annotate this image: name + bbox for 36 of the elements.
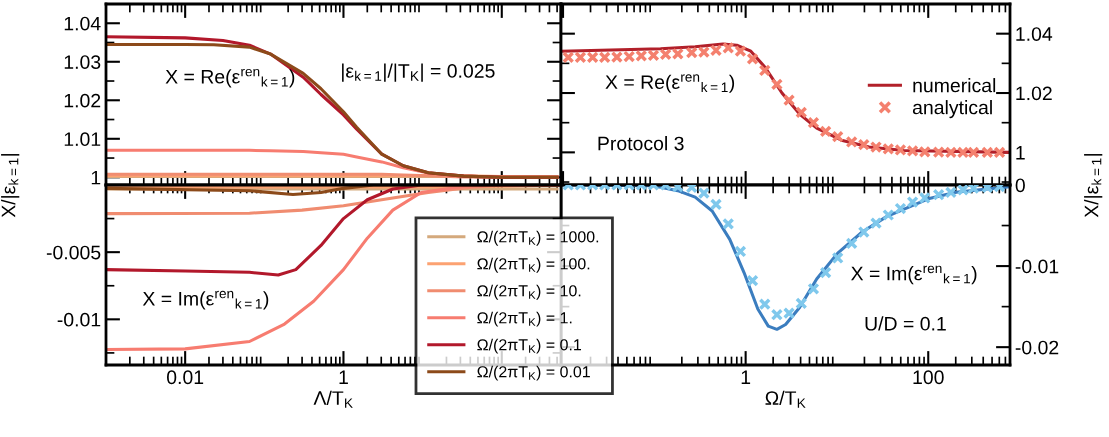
y-tick-label: -0.005	[46, 245, 101, 260]
annotation: X = Im(ε$^{ren}$$_{k=1}$)	[851, 265, 977, 285]
y-tick-label: 1.01	[64, 132, 101, 147]
x-tick-label: 100	[913, 370, 944, 385]
x-tick-label: 1	[339, 370, 348, 384]
annotation: Protocol 3	[598, 136, 684, 151]
annotation: X = Im(ε$^{ren}$$_{k=1}$)	[142, 290, 269, 310]
y-tick-label: 0	[1015, 178, 1025, 193]
x-tick-label: 1	[741, 370, 751, 384]
y-tick-label: -0.01	[1015, 259, 1059, 274]
y-tick-label: 1.03	[64, 55, 101, 69]
legend-label: analytical	[912, 100, 992, 119]
annotation: U/D = 0.1	[865, 316, 946, 331]
y-tick-label: 1.04	[64, 16, 101, 31]
annotation: X = Re(ε$^{ren}$$_{k=1}$)	[605, 74, 735, 93]
y-axis-title: X/|ε$_{k=1}$|	[1084, 154, 1103, 218]
y-tick-label: 1	[91, 170, 101, 185]
legend-label: Ω/(2πT$_{K}$) = 100.	[477, 257, 590, 273]
y-tick-label: 1.02	[1016, 86, 1052, 101]
x-axis-title: Λ/T$_{K}$	[313, 390, 353, 408]
annotation: |ε$_{k=1}$|/|T$_{K}$| = 0.025	[342, 63, 495, 82]
x-axis-title: Ω/T$_{K}$	[765, 390, 806, 408]
y-tick-label: 1	[1016, 146, 1025, 160]
y-tick-label: -0.01	[57, 312, 101, 327]
y-tick-label: 1.02	[64, 93, 101, 108]
y-tick-label: -0.02	[1015, 340, 1059, 355]
y-tick-label: 1.04	[1016, 27, 1053, 41]
legend-label: Ω/(2πT$_{K}$) = 0.01	[477, 365, 590, 381]
legend-label: Ω/(2πT$_{K}$) = 1000.	[477, 230, 599, 246]
legend-label: Ω/(2πT$_{K}$) = 0.1	[477, 338, 582, 354]
legend-label: Ω/(2πT$_{K}$) = 1.	[477, 311, 572, 327]
y-axis-title: X/|ε$_{k=1}$|	[1, 154, 20, 218]
legend-label: numerical	[913, 78, 996, 93]
x-tick-label: 0.01	[166, 370, 204, 385]
annotation: X = Re(ε$^{ren}$$_{k=1}$)	[165, 68, 295, 88]
legend-label: Ω/(2πT$_{K}$) = 10.	[477, 284, 581, 300]
